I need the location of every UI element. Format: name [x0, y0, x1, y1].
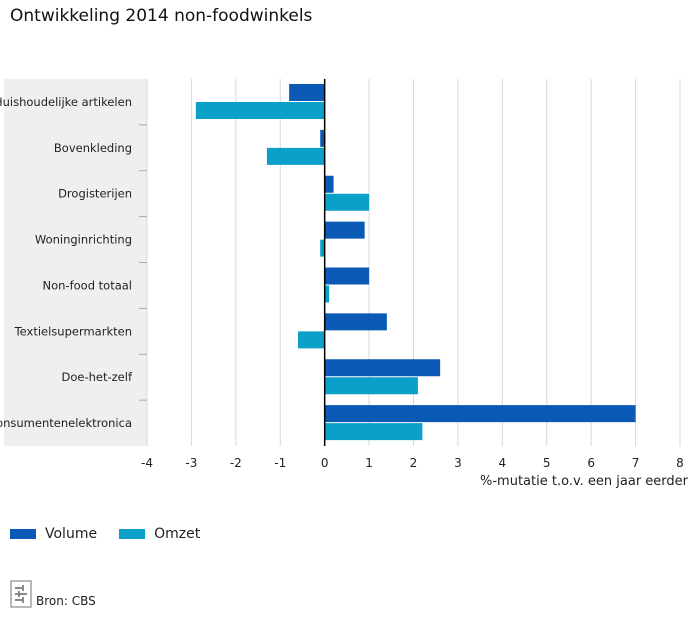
category-label-panel: [4, 79, 147, 446]
bar-omzet: [195, 102, 325, 119]
bar-omzet: [298, 331, 325, 349]
bar-volume: [324, 175, 334, 193]
category-label: Non-food totaal: [43, 278, 133, 292]
category-label: Drogisterijen: [58, 187, 132, 201]
category-label: Bovenkleding: [54, 141, 132, 155]
x-tick-label: 8: [676, 456, 684, 470]
x-tick-label: 6: [587, 456, 595, 470]
x-tick-label: 7: [632, 456, 640, 470]
legend-item-volume: Volume: [10, 526, 97, 542]
bar-volume: [324, 267, 370, 285]
cbs-logo-icon: [10, 580, 32, 608]
x-tick-label: 5: [543, 456, 551, 470]
bar-volume: [320, 129, 325, 147]
bar-omzet: [266, 147, 325, 165]
category-label: Consumentenelektronica: [0, 416, 132, 430]
category-label: Woninginrichting: [35, 233, 132, 247]
x-tick-label: 3: [454, 456, 462, 470]
bar-chart: Huishoudelijke artikelen Bovenkleding Drog…: [0, 79, 689, 489]
x-tick-label: 0: [321, 456, 329, 470]
x-tick-label: -3: [185, 456, 197, 470]
legend-swatch-omzet: [119, 529, 146, 539]
source-note: Bron: CBS: [10, 580, 96, 608]
x-tick-label: 1: [365, 456, 373, 470]
x-axis-label: %-mutatie t.o.v. een jaar eerder: [480, 474, 689, 489]
legend-label-omzet: Omzet: [154, 526, 201, 542]
bar-omzet: [324, 285, 330, 303]
legend-label-volume: Volume: [45, 526, 98, 542]
x-tick-labels: -4 -3 -2 -1 0 1 2 3 4 5 6 7 8: [141, 456, 684, 470]
bar-volume: [324, 405, 636, 423]
bar-volume: [324, 359, 441, 377]
source-label: Bron: CBS: [36, 594, 96, 608]
legend-item-omzet: Omzet: [119, 526, 200, 542]
category-label: Textielsupermarkten: [14, 324, 132, 338]
category-label: Doe-het-zelf: [62, 370, 133, 384]
bar-volume: [324, 313, 387, 331]
bar-volume: [289, 84, 325, 101]
x-tick-label: -4: [141, 456, 153, 470]
x-tick-label: -1: [274, 456, 286, 470]
bar-omzet: [320, 239, 325, 257]
x-tick-label: 4: [499, 456, 507, 470]
x-tick-label: -2: [230, 456, 242, 470]
bar-omzet: [324, 193, 370, 211]
bar-volume: [324, 221, 365, 239]
category-labels: Huishoudelijke artikelen Bovenkleding Drog…: [0, 95, 133, 430]
bar-omzet: [324, 377, 418, 395]
legend-swatch-volume: [10, 529, 36, 539]
chart-grid: [139, 79, 681, 446]
bar-omzet: [324, 423, 423, 441]
category-label: Huishoudelijke artikelen: [0, 95, 132, 109]
chart-legend: Volume Omzet: [10, 526, 222, 542]
chart-bars: [195, 84, 636, 441]
chart-title: Ontwikkeling 2014 non-foodwinkels: [10, 6, 313, 26]
x-tick-label: 2: [410, 456, 418, 470]
